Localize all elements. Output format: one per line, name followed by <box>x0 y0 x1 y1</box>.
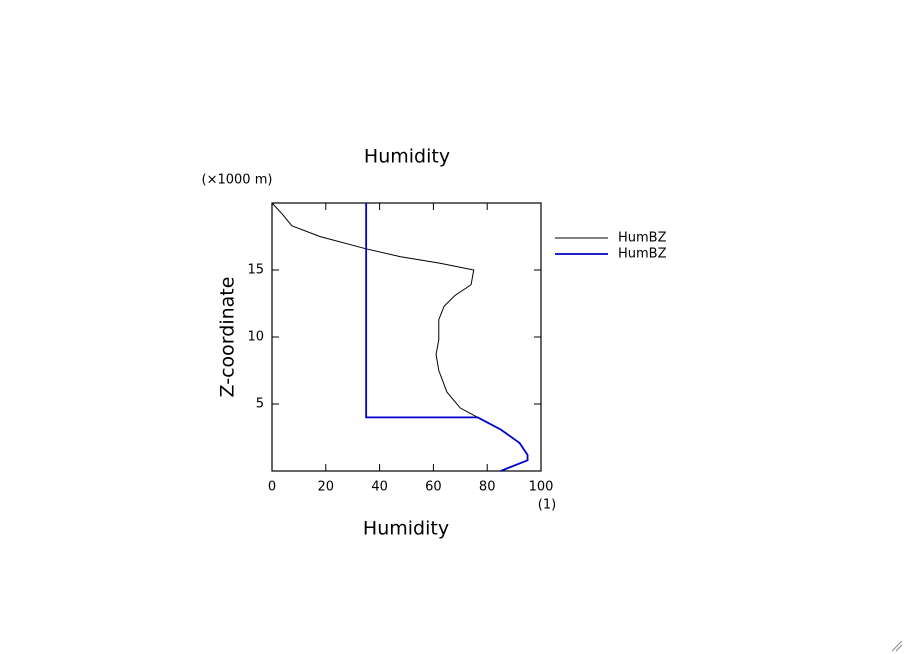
x-tick-label: 80 <box>479 480 496 495</box>
y-axis-label: Z-coordinate <box>217 277 239 398</box>
x-unit: (1) <box>538 498 556 513</box>
x-tick-label: 100 <box>529 480 554 495</box>
y-tick-label: 5 <box>256 397 264 412</box>
resize-grip <box>891 640 903 652</box>
y-tick-label: 10 <box>247 330 264 345</box>
y-unit: (×1000 m) <box>202 173 273 188</box>
chart-title: Humidity <box>364 146 450 168</box>
plot-frame <box>271 202 542 472</box>
legend-label: HumBZ <box>618 231 667 246</box>
x-tick-label: 0 <box>268 480 276 495</box>
series-line <box>365 203 529 472</box>
series-line <box>271 202 529 472</box>
x-tick-label: 40 <box>371 480 388 495</box>
x-tick-label: 20 <box>318 480 335 495</box>
y-tick-label: 15 <box>247 263 264 278</box>
x-tick-label: 60 <box>425 480 442 495</box>
legend-label: HumBZ <box>618 247 667 262</box>
x-axis-label: Humidity <box>363 518 449 540</box>
